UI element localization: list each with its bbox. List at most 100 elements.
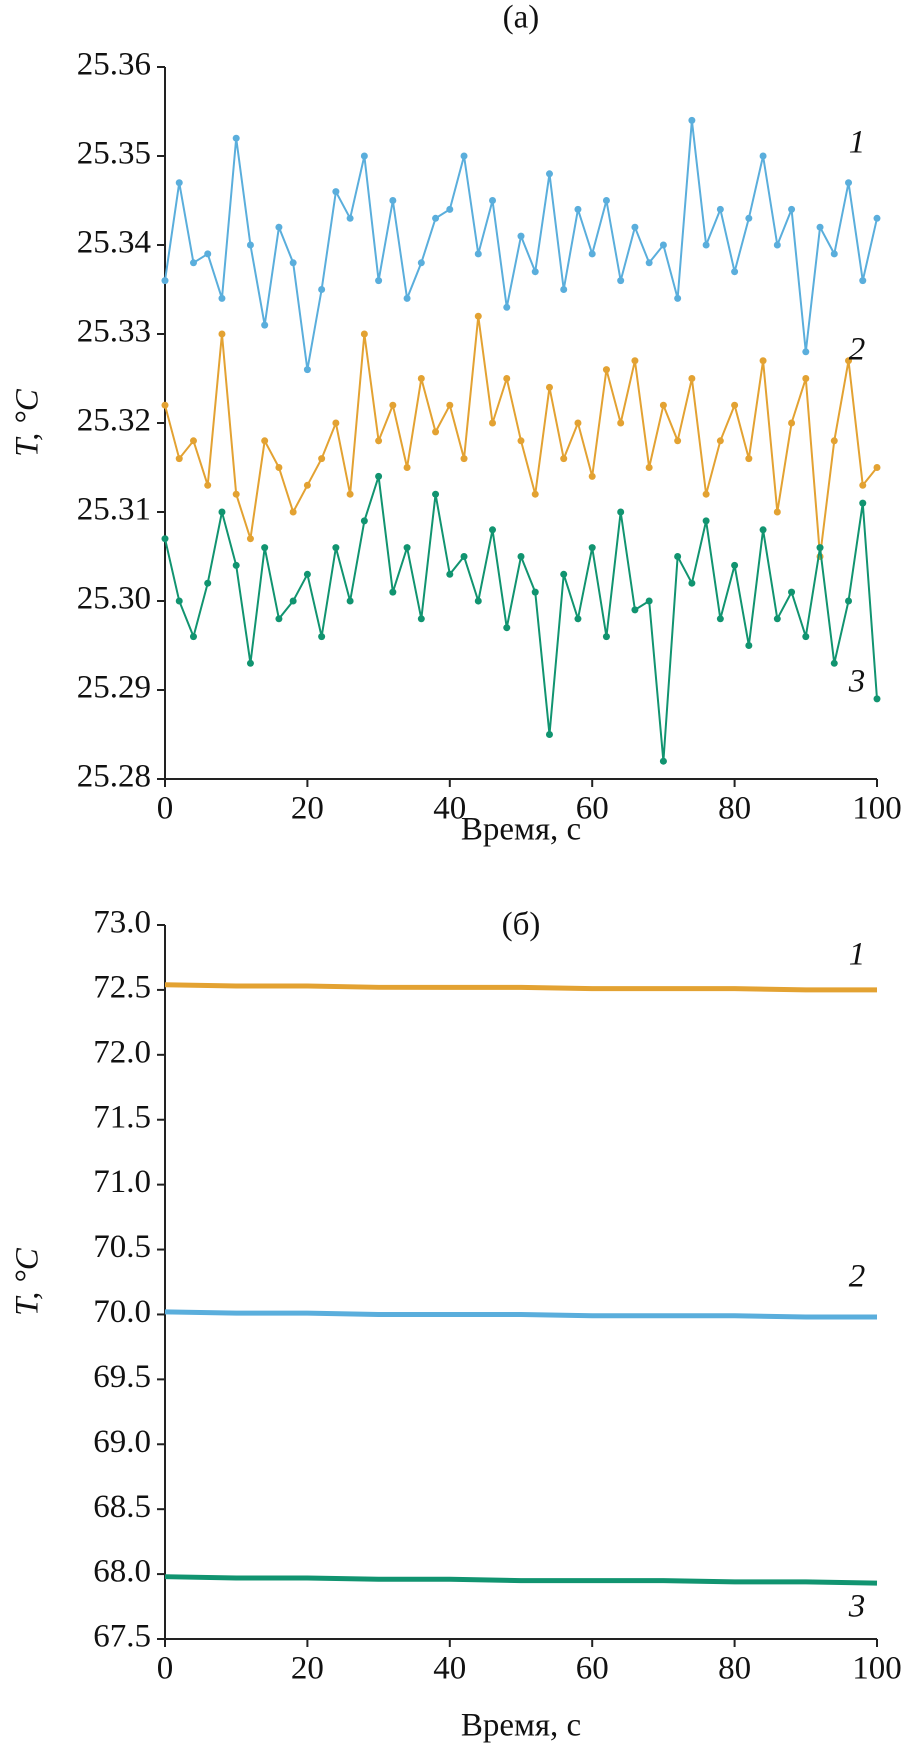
point [474, 597, 482, 605]
point [830, 437, 838, 445]
point [588, 544, 596, 552]
x-axis-label: Время, с [461, 1708, 581, 1744]
y-axis-label: T, °C [10, 388, 46, 457]
point [261, 544, 269, 552]
point [517, 437, 525, 445]
point [674, 553, 682, 560]
x-tick-label: 20 [291, 791, 324, 827]
point [873, 214, 881, 222]
point [745, 214, 753, 222]
y-tick-label: 25.33 [77, 314, 151, 350]
point [332, 544, 340, 552]
point [218, 294, 226, 302]
point [303, 481, 311, 489]
point [688, 579, 696, 587]
point [517, 232, 525, 240]
point [375, 277, 383, 285]
y-axis-label: T, °C [10, 1247, 46, 1316]
point [318, 286, 326, 293]
point [702, 517, 710, 525]
y-tick-label: 69.0 [93, 1424, 151, 1460]
point [489, 197, 497, 204]
point [859, 277, 867, 285]
point [232, 561, 240, 569]
y-tick-label: 25.32 [77, 403, 151, 439]
point [531, 268, 539, 276]
point [204, 481, 212, 489]
point [802, 375, 810, 382]
y-tick-label: 25.34 [77, 225, 151, 261]
series-label: 2 [849, 1259, 866, 1295]
x-tick-label: 60 [576, 1651, 609, 1687]
point [218, 330, 226, 338]
point [175, 455, 183, 463]
point [189, 437, 197, 445]
point [674, 437, 682, 445]
point [788, 419, 796, 427]
point [702, 490, 710, 498]
y-tick-label: 71.5 [93, 1099, 151, 1135]
point [161, 277, 169, 285]
point [332, 188, 340, 196]
point [716, 615, 724, 623]
point [845, 357, 853, 365]
point [175, 179, 183, 187]
point [275, 223, 283, 231]
point [745, 455, 753, 463]
series-line [164, 1309, 877, 1320]
series-line [164, 316, 878, 557]
point [759, 357, 767, 365]
x-tick-label: 0 [157, 1651, 174, 1687]
point [346, 490, 354, 498]
x-tick-label: 100 [852, 791, 902, 827]
y-tick-label: 69.5 [93, 1359, 151, 1395]
point [275, 615, 283, 623]
point [845, 597, 853, 605]
point [588, 472, 596, 480]
point [474, 312, 482, 320]
point [716, 437, 724, 445]
series-line [164, 476, 878, 762]
point [218, 508, 226, 516]
chart-title: (б) [502, 907, 541, 943]
point [232, 134, 240, 142]
point [389, 197, 397, 204]
x-axis-label: Время, с [461, 812, 581, 848]
point [417, 375, 425, 382]
point [432, 214, 440, 222]
x-tick-label: 100 [852, 1651, 902, 1687]
point [360, 517, 368, 525]
point [873, 695, 881, 703]
point [346, 214, 354, 222]
y-tick-label: 71.0 [93, 1164, 151, 1200]
x-tick-label: 40 [433, 791, 466, 827]
point [503, 303, 511, 311]
point [531, 588, 539, 596]
point [375, 437, 383, 445]
point [503, 624, 511, 632]
x-tick-label: 60 [576, 791, 609, 827]
y-tick-label: 73.0 [93, 905, 151, 941]
point [289, 259, 297, 267]
y-tick-label: 72.5 [93, 969, 151, 1005]
point [617, 508, 625, 516]
y-tick-label: 25.28 [77, 759, 151, 795]
point [631, 223, 639, 231]
point [189, 259, 197, 267]
x-tick-label: 40 [433, 1651, 466, 1687]
point [545, 383, 553, 391]
point [489, 526, 497, 534]
point [289, 508, 297, 516]
point [731, 268, 739, 276]
point [873, 464, 881, 471]
point [645, 259, 653, 267]
point [460, 553, 468, 560]
point [802, 633, 810, 641]
x-tick-label: 80 [718, 791, 751, 827]
point [659, 757, 667, 765]
point [175, 597, 183, 605]
point [645, 464, 653, 471]
point [261, 437, 269, 445]
point [560, 570, 568, 578]
point [474, 250, 482, 258]
